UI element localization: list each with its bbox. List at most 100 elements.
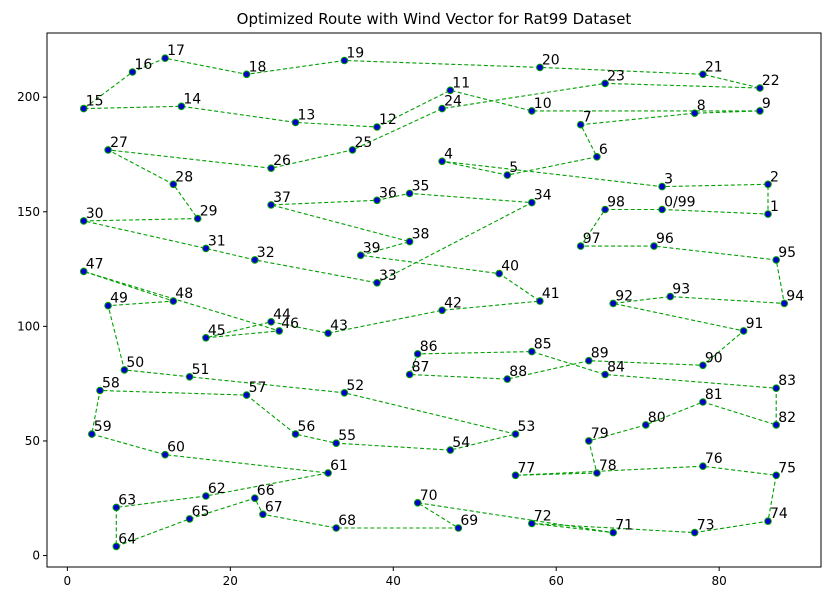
node-label: 37: [273, 190, 291, 206]
node-label: 87: [412, 360, 430, 376]
route-node: [690, 528, 699, 537]
route-node: [650, 242, 658, 250]
route-node: [772, 384, 781, 393]
node-label: 70: [420, 488, 438, 504]
node-label: 45: [208, 323, 226, 339]
node-label: 96: [656, 231, 674, 247]
route-node: [699, 462, 707, 471]
route-node: [373, 123, 381, 131]
route-node: [185, 373, 194, 381]
node-label: 49: [110, 291, 128, 307]
route-node: [511, 430, 520, 438]
route-node: [658, 205, 666, 214]
x-tick-label: 20: [223, 574, 238, 588]
route-node: [96, 386, 104, 395]
x-tick-label: 0: [64, 574, 72, 588]
route-node: [267, 201, 275, 209]
node-label: 43: [330, 318, 348, 334]
route-node: [112, 503, 121, 512]
node-label: 50: [126, 355, 144, 371]
node-label: 23: [607, 68, 625, 84]
node-label: 36: [379, 185, 397, 201]
node-label: 40: [501, 259, 519, 275]
route-node: [699, 361, 707, 370]
node-label: 2: [770, 169, 779, 185]
route-node: [79, 217, 88, 225]
node-label: 39: [363, 240, 381, 256]
node-label: 41: [542, 286, 560, 302]
node-label: 26: [273, 153, 291, 169]
node-label: 92: [615, 288, 633, 304]
route-node: [446, 86, 455, 95]
route-node: [503, 375, 512, 383]
route-node: [764, 210, 772, 218]
node-label: 12: [379, 112, 397, 128]
route-path: [81, 57, 785, 548]
route-node: [324, 329, 332, 338]
route-node: [536, 63, 544, 72]
route-node: [576, 120, 585, 129]
node-label: 74: [770, 506, 788, 522]
node-label: 91: [746, 316, 764, 332]
route-node: [161, 54, 169, 63]
route-node: [251, 256, 259, 264]
node-label: 90: [705, 350, 723, 366]
node-label: 71: [615, 518, 633, 534]
route-node: [446, 446, 455, 454]
route-node: [185, 515, 194, 523]
node-label: 67: [265, 499, 283, 515]
x-tick-label: 40: [386, 574, 401, 588]
node-label: 29: [200, 204, 218, 220]
node-label: 59: [94, 419, 112, 435]
route-node: [772, 256, 781, 264]
route-node: [658, 182, 666, 191]
node-label: 25: [355, 135, 373, 151]
node-label: 3: [664, 172, 673, 188]
node-label: 48: [175, 286, 193, 302]
node-label: 32: [257, 245, 275, 261]
node-label: 56: [298, 419, 316, 435]
node-label: 98: [607, 195, 625, 211]
route-node: [193, 214, 202, 223]
node-label: 47: [86, 256, 104, 272]
node-label: 58: [102, 376, 120, 392]
route-node: [699, 70, 707, 79]
node-label: 93: [672, 282, 690, 298]
route-node: [576, 242, 585, 250]
node-label: 54: [452, 435, 470, 451]
node-label: 9: [762, 96, 771, 112]
node-label: 83: [778, 373, 796, 389]
route-node: [601, 370, 609, 379]
node-label: 6: [599, 142, 608, 158]
y-tick-label: 150: [17, 205, 40, 219]
node-label: 17: [167, 43, 185, 59]
route-node: [601, 205, 609, 214]
y-tick-label: 50: [25, 434, 40, 448]
route-node: [79, 104, 88, 113]
route-node: [528, 347, 536, 356]
node-label: 38: [412, 227, 430, 243]
route-node: [528, 198, 536, 207]
node-label: 21: [705, 59, 723, 75]
x-tick-label: 60: [549, 574, 564, 588]
node-label: 19: [346, 46, 364, 62]
node-label: 88: [509, 364, 527, 380]
node-label: 53: [518, 419, 536, 435]
node-label: 52: [346, 378, 364, 394]
node-label: 11: [452, 75, 470, 91]
node-label: 31: [208, 233, 226, 249]
node-label: 8: [697, 98, 706, 114]
node-label: 51: [192, 362, 210, 378]
route-node: [267, 164, 275, 172]
node-label: 80: [648, 410, 666, 426]
route-node: [251, 494, 259, 503]
route-node: [585, 437, 593, 445]
node-label: 81: [705, 387, 723, 403]
node-label: 10: [534, 96, 552, 112]
node-label: 42: [444, 295, 462, 311]
node-label: 84: [607, 360, 625, 376]
route-nodes: [79, 54, 789, 551]
route-node: [511, 471, 520, 480]
route-node: [413, 499, 422, 507]
